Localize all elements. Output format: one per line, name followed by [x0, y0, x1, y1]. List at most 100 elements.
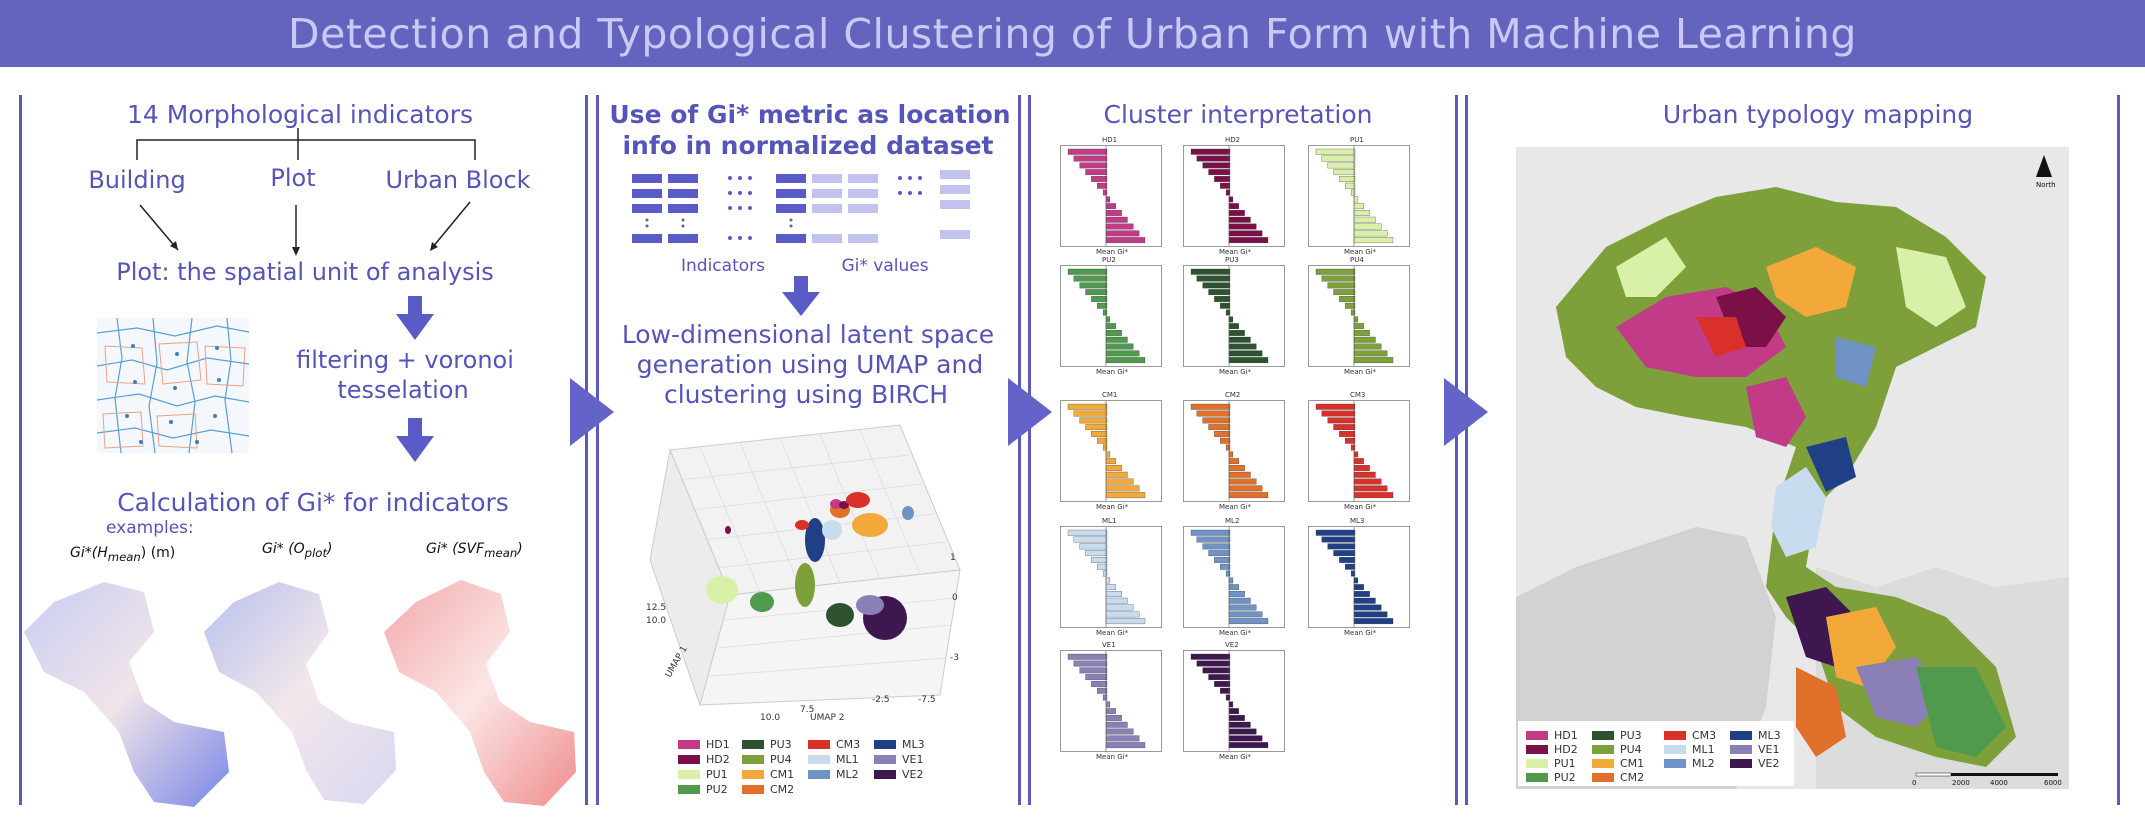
cluster-chart-title: CM2: [1225, 391, 1241, 399]
cluster-chart-ml2: [1183, 526, 1285, 628]
svg-text:7.5: 7.5: [800, 705, 814, 715]
cluster-chart-xlabel: Mean Gi*: [1219, 503, 1252, 511]
legend-item: ML2: [808, 768, 859, 781]
cluster-bar: [1228, 701, 1234, 708]
cluster-chart-cm3: [1308, 400, 1410, 502]
cluster-bar: [1208, 424, 1231, 431]
cluster-bar: [1073, 410, 1108, 417]
legend-item: PU1: [678, 768, 728, 781]
cluster-bar: [1105, 478, 1134, 485]
cluster-bar: [1102, 189, 1108, 196]
cluster-bar: [1353, 343, 1382, 350]
cluster-bar: [1102, 444, 1108, 451]
down-arrow-icon: [396, 418, 434, 462]
svg-text:0: 0: [1912, 779, 1916, 787]
gi-heatmaps: [24, 580, 576, 807]
cluster-bar: [1105, 735, 1140, 742]
legend-item: CM1: [1592, 757, 1644, 770]
flow-arrow: [1444, 378, 1488, 446]
cluster-bar: [1353, 237, 1394, 244]
cluster-bar: [1350, 570, 1356, 577]
voronoi-tessellation-image: [97, 318, 249, 453]
cluster-chart-title: ML3: [1350, 517, 1365, 525]
cluster-bar: [1105, 715, 1122, 721]
cluster-bar: [1315, 403, 1356, 410]
cluster-bar: [1105, 216, 1128, 223]
indicators-label: Indicators: [681, 256, 765, 276]
cluster-bar: [1220, 302, 1231, 309]
cluster-bar: [1105, 492, 1146, 499]
gi-metric-heading-1: Use of Gi* metric as location: [609, 100, 1011, 129]
cluster-bar: [1333, 289, 1356, 296]
cluster-bar: [1225, 570, 1231, 577]
north-label: North: [2036, 181, 2056, 189]
cluster-bar: [1339, 557, 1356, 563]
cluster-bar: [1345, 563, 1356, 570]
cluster-chart-title: PU1: [1350, 136, 1364, 144]
cluster-bar: [1228, 618, 1269, 625]
legend-item: ML1: [808, 753, 859, 766]
cluster-bar: [1085, 424, 1108, 431]
legend-item: HD1: [1526, 729, 1578, 742]
cluster-bar: [1102, 570, 1108, 577]
cluster-bar: [1105, 701, 1111, 708]
cluster-chart-xlabel: Mean Gi*: [1344, 368, 1377, 376]
cluster-chart-xlabel: Mean Gi*: [1096, 248, 1129, 256]
cluster-chart-cm2: [1183, 400, 1285, 502]
cluster-bar: [1220, 687, 1231, 694]
cluster-bar: [1105, 471, 1128, 478]
cluster-bar: [1228, 485, 1263, 492]
cluster-bar: [1321, 155, 1356, 162]
cluster-bar: [1228, 604, 1257, 611]
cluster-bar: [1079, 667, 1108, 674]
legend-item: ML2: [1664, 757, 1715, 770]
cluster-bar: [1350, 444, 1356, 451]
cluster-bar: [1105, 577, 1111, 584]
svg-text:10.0: 10.0: [646, 616, 666, 626]
cluster-bar: [1353, 203, 1364, 210]
dataset-matrix-icon: [632, 170, 970, 243]
cluster-bar: [1214, 681, 1231, 687]
cluster-chart-title: CM1: [1102, 391, 1118, 399]
cluster-bar: [1196, 660, 1231, 667]
cluster-bar: [1085, 550, 1108, 557]
cluster-bar: [1353, 216, 1376, 223]
cluster-bar: [1190, 653, 1231, 660]
cluster-bar: [1228, 478, 1257, 485]
urban-typology-map: North 0 2000 4000 6000: [1516, 147, 2069, 789]
cluster-bar: [1085, 289, 1108, 296]
cluster-chart-xlabel: Mean Gi*: [1096, 503, 1129, 511]
cluster-bar: [1105, 465, 1122, 471]
cluster-bar: [1315, 148, 1356, 155]
north-arrow-icon: [2036, 155, 2052, 177]
cluster-bar: [1353, 471, 1376, 478]
cluster-bar: [1085, 169, 1108, 176]
svg-text:6000: 6000: [2044, 779, 2062, 787]
separator: [2117, 95, 2120, 805]
svg-text:-2.5: -2.5: [872, 695, 890, 705]
cluster-bar: [1228, 721, 1251, 728]
cluster-bar: [1208, 169, 1231, 176]
legend-item: PU1: [1526, 757, 1576, 770]
svg-text:10.0: 10.0: [760, 713, 780, 723]
cluster-bar: [1353, 577, 1359, 584]
legend-item: ML3: [1730, 729, 1781, 742]
cluster-bar: [1350, 189, 1356, 196]
down-arrow-icon: [396, 296, 434, 340]
legend-item: ML1: [1664, 743, 1715, 756]
cluster-chart-title: CM3: [1350, 391, 1366, 399]
cluster-bar: [1091, 557, 1108, 563]
cluster-chart-pu2: [1060, 265, 1162, 367]
cluster-bar: [1228, 336, 1251, 343]
legend-item: ML3: [874, 738, 925, 751]
cluster-bar: [1228, 728, 1257, 735]
cluster-bar: [1214, 431, 1231, 437]
svg-text:-3: -3: [950, 653, 959, 663]
cluster-bar: [1196, 155, 1231, 162]
cluster-bar: [1339, 296, 1356, 302]
cluster-bar: [1102, 309, 1108, 316]
legend-item: PU2: [1526, 771, 1576, 784]
cluster-chart-xlabel: Mean Gi*: [1344, 629, 1377, 637]
cluster-bar: [1353, 223, 1382, 230]
cluster-chart-title: ML1: [1102, 517, 1117, 525]
